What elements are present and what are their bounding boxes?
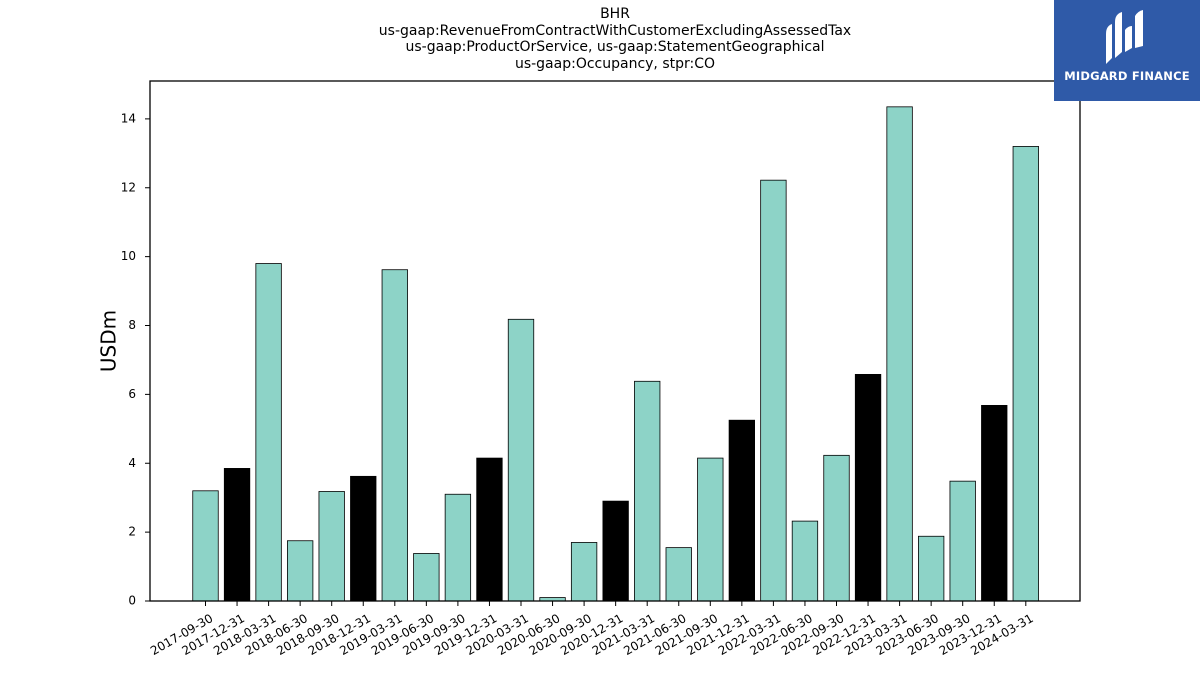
title-line-concept: us-gaap:RevenueFromContractWithCustomerE… (378, 22, 852, 39)
bar-2024-03-31 (1012, 146, 1039, 602)
bar-2018-06-30 (286, 540, 314, 602)
bar-2022-06-30 (791, 520, 819, 602)
bar-2018-12-31 (350, 475, 377, 602)
bar-2021-12-31 (728, 419, 755, 602)
bar-2021-06-30 (665, 547, 692, 602)
title-line-ticker: BHR (600, 6, 630, 22)
bars-group (192, 106, 1039, 602)
bar-2020-09-30 (570, 542, 598, 602)
bar-2018-09-30 (318, 491, 345, 602)
bar-2019-12-31 (476, 457, 503, 602)
bar-2023-03-31 (886, 106, 913, 602)
bar-2017-12-31 (223, 468, 251, 602)
plot-frame (149, 80, 1081, 602)
y-tick-label: 6 (128, 387, 136, 401)
y-tick-label: 2 (128, 525, 136, 539)
bar-2020-03-31 (507, 318, 535, 602)
bar-2023-09-30 (949, 480, 976, 602)
chart-title: BHR us-gaap:RevenueFromContractWithCusto… (150, 6, 1080, 72)
logo-text: MIDGARD FINANCE (1064, 69, 1190, 83)
y-tick-label: 0 (128, 594, 136, 608)
bar-2021-09-30 (697, 457, 724, 602)
bar-2022-03-31 (760, 179, 787, 602)
midgard-finance-logo: MIDGARD FINANCE (1054, 0, 1200, 101)
bar-2021-03-31 (634, 380, 661, 602)
bar-2019-09-30 (444, 493, 472, 602)
y-tick-label: 4 (128, 456, 136, 470)
bar-2023-12-31 (981, 404, 1008, 602)
y-tick-label: 10 (121, 249, 136, 263)
bar-2022-12-31 (854, 373, 882, 602)
bar-2018-03-31 (255, 263, 282, 602)
y-tick-label: 12 (121, 180, 136, 194)
y-ticks-group: 0 2 4 6 8 10 12 14 (121, 111, 150, 608)
bar-2023-06-30 (918, 535, 945, 602)
y-tick-label: 8 (128, 318, 136, 332)
title-line-axis-2: us-gaap:Occupancy, stpr:CO (514, 55, 716, 72)
title-line-axis-1: us-gaap:ProductOrService, us-gaap:Statem… (405, 39, 825, 55)
x-ticks-group: 2017-09-302017-12-312018-03-312018-06-30… (148, 601, 1036, 658)
y-axis-label: USDm (97, 310, 121, 372)
bar-2019-06-30 (413, 553, 440, 602)
midgard-finance-logo-icon (1106, 10, 1143, 64)
bar-2022-09-30 (823, 454, 850, 602)
bar-2020-12-31 (602, 500, 629, 602)
bar-2019-03-31 (381, 269, 408, 602)
bar-2017-09-30 (192, 490, 219, 602)
y-tick-label: 14 (121, 111, 136, 125)
